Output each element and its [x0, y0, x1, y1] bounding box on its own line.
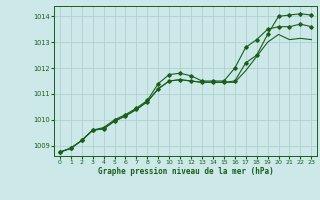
X-axis label: Graphe pression niveau de la mer (hPa): Graphe pression niveau de la mer (hPa)	[98, 167, 274, 176]
